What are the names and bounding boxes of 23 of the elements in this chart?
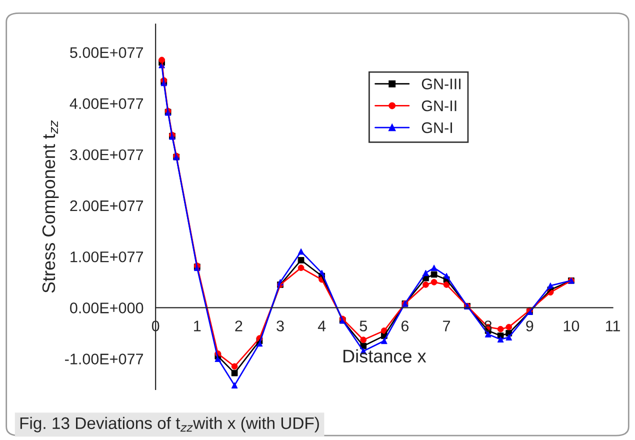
x-tick-label: 6 [401, 320, 409, 332]
x-axis-title: Distance x [344, 349, 426, 362]
x-tick-label: 11 [606, 320, 620, 332]
caption: Fig. 13 Deviations of t$_{zz}$with x (with UDF) [20, 416, 319, 432]
legend-label: GN-I [422, 122, 452, 134]
y-axis-title: Stress Component t$_{zz}$ [42, 120, 59, 293]
x-tick-label: 4 [318, 320, 326, 332]
y-tick-label: 5.00E+077 [70, 47, 144, 58]
y-tick-label: 4.00E+077 [70, 98, 144, 110]
x-tick-label: 7 [443, 320, 450, 332]
legend-label: GN-III [422, 78, 460, 90]
x-tick-label: 10 [564, 320, 580, 332]
y-tick-label: 3.00E+077 [70, 149, 144, 160]
x-tick-label: 9 [526, 320, 534, 332]
y-tick-label: 1.00E+077 [70, 251, 144, 262]
y-tick-label: 2.00E+077 [70, 200, 144, 212]
x-tick-label: 3 [276, 320, 284, 332]
x-tick-label: 5 [360, 320, 367, 332]
y-tick-label: -1.00E+077 [65, 354, 144, 364]
legend-label: GN-II [422, 100, 456, 112]
x-tick-label: 2 [235, 320, 242, 332]
x-tick-label: 1 [194, 320, 201, 332]
y-tick-label: 0.00E+000 [70, 302, 144, 314]
